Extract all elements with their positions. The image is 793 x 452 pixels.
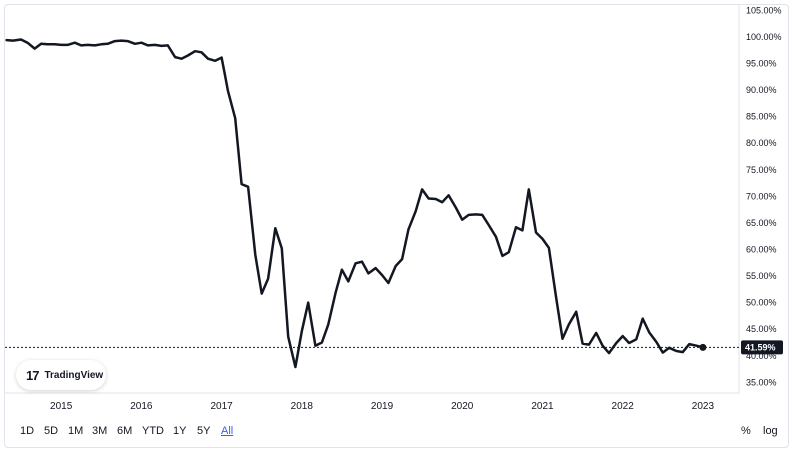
- x-tick-label: 2018: [291, 401, 314, 412]
- x-tick-label: 2015: [50, 401, 73, 412]
- y-tick-label: 100.00%: [746, 32, 782, 42]
- last-value-label: 41.59%: [745, 342, 776, 352]
- y-tick-label: 70.00%: [746, 191, 777, 201]
- range-button-5y[interactable]: 5Y: [197, 425, 211, 437]
- tradingview-logo-text: TradingView: [44, 369, 104, 381]
- range-toolbar: 1D 5D 1M 3M 6M YTD 1Y 5Y All % log: [5, 419, 788, 447]
- last-value-badge: 41.59%: [741, 340, 783, 355]
- range-button-all[interactable]: All: [221, 425, 234, 437]
- range-button-1m[interactable]: 1M: [68, 425, 84, 437]
- log-scale-toggle[interactable]: log: [763, 425, 778, 437]
- chart-widget: 105.00% 100.00% 95.00% 90.00% 85.00% 80.00% 75…: [4, 4, 789, 448]
- y-tick-label: 85.00%: [746, 112, 777, 122]
- tradingview-logo[interactable]: 17 TradingView: [16, 360, 106, 390]
- y-tick-label: 50.00%: [746, 298, 777, 308]
- range-button-6m[interactable]: 6M: [117, 425, 133, 437]
- x-tick-label: 2019: [371, 401, 394, 412]
- y-tick-label: 35.00%: [746, 377, 777, 387]
- percent-scale-toggle[interactable]: %: [741, 425, 751, 437]
- x-tick-label: 2016: [130, 401, 153, 412]
- series-line: [5, 38, 705, 369]
- y-tick-label: 95.00%: [746, 58, 777, 68]
- y-tick-label: 60.00%: [746, 244, 777, 254]
- y-tick-label: 75.00%: [746, 165, 777, 175]
- range-button-3m[interactable]: 3M: [92, 425, 108, 437]
- y-axis: 105.00% 100.00% 95.00% 90.00% 85.00% 80.00% 75…: [746, 5, 782, 387]
- range-button-5d[interactable]: 5D: [44, 425, 59, 437]
- tradingview-logo-icon: 17: [26, 367, 40, 383]
- x-tick-label: 2023: [692, 401, 715, 412]
- range-button-1d[interactable]: 1D: [20, 425, 35, 437]
- y-tick-label: 105.00%: [746, 5, 782, 15]
- x-tick-label: 2022: [612, 401, 635, 412]
- y-tick-label: 90.00%: [746, 85, 777, 95]
- x-axis: 2015 2016 2017 2018 2019 2020 2021 2022 2023: [50, 401, 714, 412]
- range-button-ytd[interactable]: YTD: [142, 425, 164, 437]
- x-tick-label: 2021: [531, 401, 554, 412]
- y-tick-label: 65.00%: [746, 218, 777, 228]
- y-tick-label: 45.00%: [746, 324, 777, 334]
- last-value-dot: [699, 343, 707, 351]
- y-tick-label: 80.00%: [746, 138, 777, 148]
- range-button-1y[interactable]: 1Y: [173, 425, 187, 437]
- chart-canvas[interactable]: 105.00% 100.00% 95.00% 90.00% 85.00% 80.00% 75…: [5, 5, 789, 419]
- x-tick-label: 2020: [451, 401, 474, 412]
- y-tick-label: 55.00%: [746, 271, 777, 281]
- x-tick-label: 2017: [210, 401, 233, 412]
- y-tick-label: 40.00%: [746, 351, 777, 361]
